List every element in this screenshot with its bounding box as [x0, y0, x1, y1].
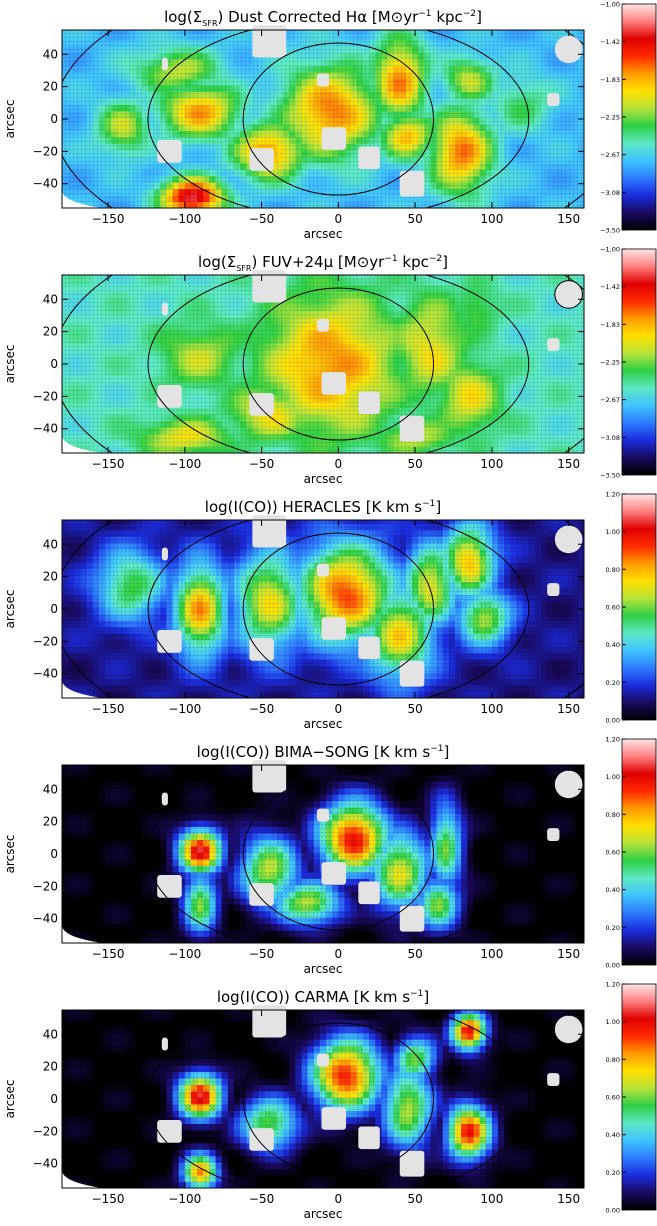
x-tick-label: −100	[168, 457, 201, 471]
x-tick-label: 150	[557, 457, 580, 471]
x-tick-label: −100	[168, 212, 201, 226]
x-tick-label: −50	[249, 212, 274, 226]
masked-region	[249, 393, 274, 416]
masked-region	[358, 146, 380, 170]
y-tick-label: −40	[33, 177, 58, 191]
y-tick-label: 40	[43, 47, 58, 61]
y-tick-label: −20	[33, 389, 58, 403]
masked-region	[157, 140, 182, 163]
stipple-overlay	[62, 275, 584, 453]
masked-region	[157, 385, 182, 408]
beam-symbol	[554, 35, 583, 64]
x-tick-label: 100	[480, 457, 503, 471]
x-axis-label: arcsec	[304, 227, 343, 241]
y-tick-label: 20	[43, 80, 58, 94]
masked-region	[316, 318, 330, 332]
x-tick-label: 150	[557, 212, 580, 226]
map-plot: −150 −100 −50 0 50 100 150 −40 −20 0 20 40 arcsec arc…	[3, 253, 585, 486]
radius-contour	[242, 42, 435, 196]
y-tick-label: 0	[50, 357, 58, 371]
x-tick-label: −150	[92, 212, 125, 226]
masked-region	[547, 338, 560, 352]
radius-contour	[147, 275, 530, 453]
map-plot: −150 −100 −50 0 50 100 150−40−2002040arcsecarc…	[3, 498, 585, 731]
x-tick-label: −50	[249, 457, 274, 471]
x-axis-label: arcsec	[304, 472, 343, 486]
x-tick-label: 50	[407, 212, 422, 226]
panel-title: log(ΣSFR) Dust Corrected Hα [M⊙yr−1 kpc−…	[164, 8, 482, 28]
masked-region	[161, 57, 168, 71]
masked-region	[321, 127, 347, 150]
masked-region	[249, 148, 274, 171]
masked-region	[252, 25, 287, 58]
y-tick-label: 40	[43, 292, 58, 306]
map-plot: −150 −100 −50 0 50 100 150 −40 −20 0 20 40 arcsec arc…	[3, 8, 585, 241]
x-tick-label: −150	[92, 457, 125, 471]
masked-region	[316, 73, 330, 87]
map-panel: −150 −100 −50 0 50 100 150 −40 −20 0 20 40 arcsec arc…	[0, 245, 657, 490]
y-axis-label: arcsec	[3, 100, 17, 139]
y-tick-label: −40	[33, 422, 58, 436]
map-panel: −150 −100 −50 0 50 100 150 −40 −20 0 20 40 arcsec arc…	[0, 0, 657, 245]
stipple-overlay	[62, 30, 584, 208]
masked-region	[321, 372, 347, 395]
masked-region	[358, 391, 380, 415]
map-panel: −150 −100 −50 0 50 100 150 −40 −20 0 20 40 arcsec arc…	[0, 490, 657, 735]
radius-contour	[147, 30, 530, 208]
x-tick-label: 50	[407, 457, 422, 471]
x-tick-label: 0	[335, 212, 343, 226]
masked-region	[252, 270, 287, 303]
masked-region	[161, 302, 168, 316]
x-tick-label: 100	[480, 212, 503, 226]
masked-region	[399, 415, 425, 442]
y-tick-label: 0	[50, 112, 58, 126]
y-axis-label: arcsec	[3, 345, 17, 384]
y-tick-label: 20	[43, 325, 58, 339]
radius-contour	[242, 287, 435, 441]
masked-region	[547, 93, 560, 107]
panel-title: log(ΣSFR) FUV+24μ [M⊙yr−1 kpc−2]	[198, 253, 448, 273]
y-tick-label: −20	[33, 144, 58, 158]
x-tick-label: 0	[335, 457, 343, 471]
beam-symbol	[554, 280, 583, 309]
masked-region	[399, 170, 425, 197]
